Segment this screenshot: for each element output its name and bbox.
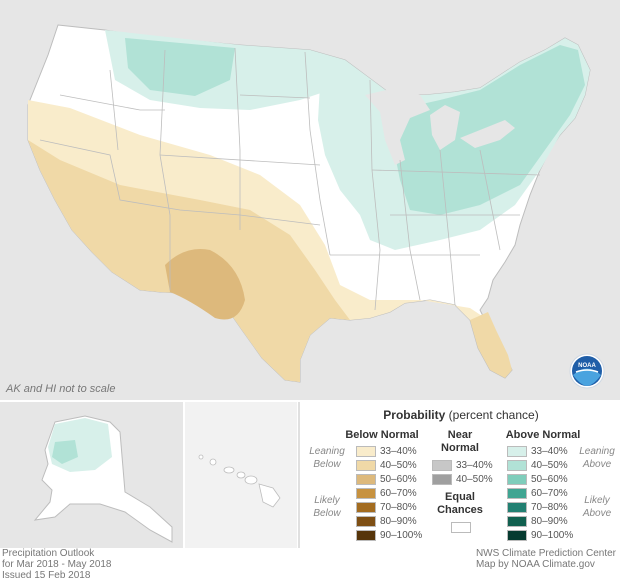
- above-normal-legend-row: 50–60%: [507, 473, 568, 486]
- above-normal-swatch-label: 90–100%: [531, 530, 574, 541]
- alaska-inset: [0, 402, 183, 548]
- near-normal-swatch: [432, 474, 452, 485]
- below-normal-swatch: [356, 516, 376, 527]
- legend-title: Probability (percent chance): [300, 408, 620, 422]
- below-normal-swatch-label: 33–40%: [380, 446, 417, 457]
- alaska-above-40-50: [52, 440, 78, 464]
- below-normal-legend-row: 40–50%: [356, 459, 417, 472]
- equal-chances-label: Equal Chances: [437, 491, 483, 516]
- above-normal-swatch: [507, 474, 527, 485]
- below-normal-legend-row: 33–40%: [356, 445, 417, 458]
- caption-line-1: Precipitation Outlook: [2, 548, 95, 559]
- near-normal-swatch: [432, 460, 452, 471]
- above-normal-header: Above Normal: [505, 429, 581, 441]
- us-map-svg: NOAA: [27, 24, 605, 389]
- below-normal-swatch: [356, 446, 376, 457]
- hawaii-svg: [198, 454, 281, 508]
- above-normal-legend-row: 90–100%: [507, 529, 573, 542]
- near-normal-legend-row: 33–40%: [432, 459, 493, 472]
- above-normal-legend-row: 70–80%: [507, 501, 568, 514]
- caption-line-3: Issued 15 Feb 2018: [2, 570, 91, 581]
- near-normal-legend-row: 40–50%: [432, 473, 493, 486]
- above-normal-swatch-label: 80–90%: [531, 516, 568, 527]
- outlook-caption: Precipitation Outlook for Mar 2018 - May…: [2, 548, 112, 581]
- below-normal-swatch-label: 60–70%: [380, 488, 417, 499]
- equal-chances-swatch: [451, 522, 471, 533]
- below-normal-swatch-label: 80–90%: [380, 516, 417, 527]
- below-normal-swatch: [356, 460, 376, 471]
- likely-below-label: Likely Below: [313, 495, 341, 519]
- above-normal-legend-row: 33–40%: [507, 445, 568, 458]
- above-normal-legend-row: 40–50%: [507, 459, 568, 472]
- leaning-above-label: Leaning Above: [579, 446, 615, 470]
- legend: Probability (percent chance) Below Norma…: [298, 402, 620, 548]
- scale-note: AK and HI not to scale: [6, 383, 116, 395]
- noaa-logo-text: NOAA: [578, 363, 596, 369]
- above-normal-swatch: [507, 516, 527, 527]
- above-normal-swatch-label: 70–80%: [531, 502, 568, 513]
- above-normal-swatch: [507, 530, 527, 541]
- above-normal-swatch: [507, 446, 527, 457]
- above-normal-swatch: [507, 488, 527, 499]
- below-normal-legend-row: 50–60%: [356, 473, 417, 486]
- likely-above-label: Likely Above: [582, 495, 612, 519]
- below-normal-swatch: [356, 474, 376, 485]
- below-normal-legend-row: 70–80%: [356, 501, 417, 514]
- legend-title-bold: Probability: [383, 408, 446, 422]
- above-normal-swatch-label: 50–60%: [531, 474, 568, 485]
- below-normal-legend-row: 80–90%: [356, 515, 417, 528]
- legend-title-rest: (percent chance): [445, 408, 539, 422]
- above-normal-swatch-label: 33–40%: [531, 446, 568, 457]
- below-normal-swatch-label: 70–80%: [380, 502, 417, 513]
- contiguous-us-map: NOAA AK and HI not to scale: [0, 0, 620, 400]
- below-40-50-florida: [470, 312, 512, 378]
- below-normal-header: Below Normal: [345, 429, 419, 441]
- above-normal-legend-row: 80–90%: [507, 515, 568, 528]
- leaning-below-label: Leaning Below: [309, 446, 345, 470]
- near-normal-header: Near Normal: [441, 429, 479, 454]
- caption-line-2: for Mar 2018 - May 2018: [2, 559, 112, 570]
- divider: [0, 400, 620, 402]
- below-normal-swatch-label: 50–60%: [380, 474, 417, 485]
- noaa-logo-icon: NOAA: [569, 353, 605, 389]
- near-normal-swatch-label: 40–50%: [456, 474, 493, 485]
- great-lakes: [365, 88, 515, 165]
- credit-line-1: NWS Climate Prediction Center: [475, 548, 616, 559]
- above-normal-swatch: [507, 460, 527, 471]
- below-normal-swatch: [356, 530, 376, 541]
- below-normal-swatch-label: 40–50%: [380, 460, 417, 471]
- below-normal-legend-row: 90–100%: [356, 529, 422, 542]
- state-borders: [39, 47, 541, 311]
- above-normal-swatch-label: 60–70%: [531, 488, 568, 499]
- near-normal-swatch-label: 33–40%: [456, 460, 493, 471]
- alaska-svg: [33, 415, 173, 543]
- below-normal-swatch: [356, 488, 376, 499]
- above-normal-swatch-label: 40–50%: [531, 460, 568, 471]
- hawaii-inset: [185, 402, 297, 548]
- below-50-60-region: [165, 249, 245, 320]
- credit-line-2: Map by NOAA Climate.gov: [475, 559, 595, 570]
- below-normal-swatch-label: 90–100%: [380, 530, 423, 541]
- above-normal-swatch: [507, 502, 527, 513]
- below-normal-swatch: [356, 502, 376, 513]
- below-normal-legend-row: 60–70%: [356, 487, 417, 500]
- credits: NWS Climate Prediction Center Map by NOA…: [476, 548, 616, 570]
- above-40-50-montana: [125, 38, 235, 96]
- above-normal-legend-row: 60–70%: [507, 487, 568, 500]
- hawaii-islands: [198, 454, 281, 508]
